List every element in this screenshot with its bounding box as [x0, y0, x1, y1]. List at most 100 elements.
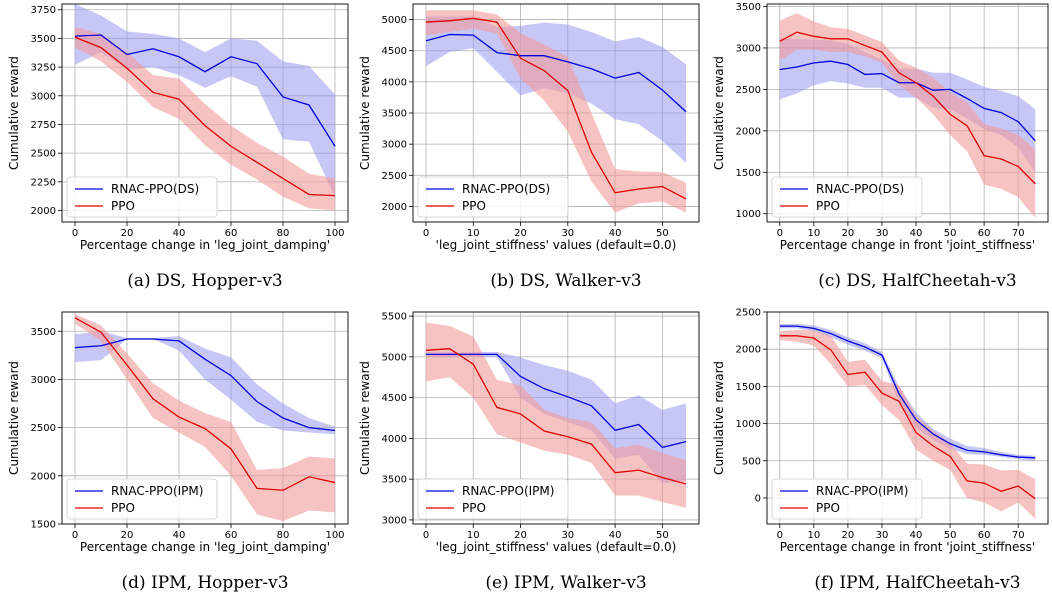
y-axis-label: Cumulative reward [7, 56, 21, 170]
x-tick-label: 20 [842, 228, 855, 239]
y-tick-label: 3500 [736, 2, 761, 13]
legend-box [66, 176, 218, 218]
series-line-rnac [74, 34, 336, 147]
y-tick-label: 2000 [31, 471, 56, 482]
y-axis-label: Cumulative reward [712, 56, 726, 170]
x-tick-label: 30 [561, 228, 574, 239]
x-tick-label: 30 [876, 530, 889, 541]
x-tick-label: 60 [225, 228, 238, 239]
x-tick-label: 30 [561, 530, 574, 541]
x-tick-label: 20 [514, 228, 527, 239]
y-tick-label: 4500 [382, 46, 407, 57]
x-axis-label: 'leg_joint_stiffness' values (default=0.… [436, 238, 677, 252]
x-tick-label: 20 [842, 530, 855, 541]
series-line-rnac [779, 60, 1036, 142]
series-line-ppo [74, 36, 336, 197]
y-tick-label: 1000 [736, 419, 761, 430]
confidence-band-ppo [779, 329, 1036, 519]
legend-box [771, 478, 923, 520]
x-tick-label: 50 [656, 530, 669, 541]
panel-caption: (f) IPM, HalfCheetah-v3 [814, 573, 1020, 593]
y-tick-label: 1500 [736, 168, 761, 179]
subplot-a: 0 20 40 60 80 100 2000 2250 2500 2750 3000 3250 3500… [7, 3, 349, 291]
series-line-rnac [425, 33, 687, 113]
legend-label: PPO [111, 501, 135, 515]
y-tick-label: 3500 [382, 109, 407, 120]
y-tick-label: 3000 [31, 375, 56, 386]
legend-label: PPO [816, 501, 840, 515]
plot-frame [61, 311, 349, 525]
y-tick-label: 500 [742, 456, 761, 467]
legend-label: RNAC-PPO(DS) [462, 182, 550, 196]
x-tick-label: 40 [173, 530, 186, 541]
x-tick-label: 40 [910, 530, 923, 541]
x-tick-label: 70 [1012, 530, 1025, 541]
y-tick-label: 3000 [382, 140, 407, 151]
subplot-e: 0 10 20 30 40 50 3000 3500 4000 4500 5000 5500 'leg_… [358, 311, 700, 593]
panel-caption: (a) DS, Hopper-v3 [127, 271, 282, 291]
legend-box [417, 176, 569, 218]
x-tick-label: 0 [777, 530, 783, 541]
x-tick-label: 60 [978, 228, 991, 239]
x-tick-label: 0 [72, 530, 78, 541]
x-tick-label: 50 [944, 228, 957, 239]
panel-caption: (e) IPM, Walker-v3 [485, 573, 646, 593]
x-tick-label: 10 [467, 530, 480, 541]
plot-frame [766, 3, 1049, 223]
legend-label: RNAC-PPO(IPM) [111, 484, 203, 498]
legend-box [417, 478, 569, 520]
x-axis-label: Percentage change in 'leg_joint_damping' [80, 238, 330, 252]
legend-label: RNAC-PPO(DS) [816, 182, 904, 196]
panel-caption: (d) IPM, Hopper-v3 [121, 573, 288, 593]
y-tick-label: 5000 [382, 15, 407, 26]
legend-label: PPO [462, 199, 486, 213]
y-axis-label: Cumulative reward [358, 56, 372, 170]
legend-box [66, 478, 218, 520]
plot-frame [61, 3, 349, 223]
x-tick-label: 0 [423, 228, 429, 239]
x-axis-label: 'leg_joint_stiffness' values (default=0.… [436, 540, 677, 554]
y-tick-label: 3000 [736, 43, 761, 54]
y-tick-label: 2250 [31, 177, 56, 188]
x-tick-label: 100 [325, 228, 344, 239]
y-axis-label: Cumulative reward [358, 361, 372, 475]
x-tick-label: 30 [876, 228, 889, 239]
y-tick-label: 4500 [382, 393, 407, 404]
legend-label: RNAC-PPO(IPM) [462, 484, 554, 498]
subplot-c: 0 10 20 30 40 50 60 70 1000 1500 2000 2500 3000 3500 P… [712, 2, 1049, 291]
x-tick-label: 40 [609, 228, 622, 239]
y-tick-label: 4000 [382, 434, 407, 445]
subplot-f: 0 10 20 30 40 50 60 70 0 500 1000 1500 2000 2500 Perce… [712, 308, 1049, 593]
y-tick-label: 5000 [382, 352, 407, 363]
x-tick-label: 0 [423, 530, 429, 541]
x-tick-label: 70 [1012, 228, 1025, 239]
legend-label: RNAC-PPO(IPM) [816, 484, 908, 498]
legend-label: PPO [816, 199, 840, 213]
confidence-band-rnac [779, 37, 1036, 173]
x-tick-label: 20 [514, 530, 527, 541]
y-tick-label: 1500 [31, 520, 56, 531]
y-tick-label: 0 [755, 493, 761, 504]
y-tick-label: 3000 [31, 91, 56, 102]
y-tick-label: 2000 [31, 206, 56, 217]
legend-label: PPO [462, 501, 486, 515]
confidence-band-ppo [426, 322, 686, 508]
x-tick-label: 80 [277, 530, 290, 541]
x-tick-label: 40 [910, 228, 923, 239]
y-tick-label: 2500 [31, 423, 56, 434]
series-line-rnac [779, 325, 1036, 459]
x-axis-label: Percentage change in 'leg_joint_damping' [80, 540, 330, 554]
y-tick-label: 2750 [31, 120, 56, 131]
x-axis-label: Percentage change in front 'joint_stiffn… [780, 238, 1035, 252]
legend-label: PPO [111, 199, 135, 213]
y-tick-label: 3500 [382, 475, 407, 486]
x-tick-label: 20 [121, 228, 134, 239]
y-tick-label: 2500 [382, 171, 407, 182]
y-tick-label: 2500 [31, 149, 56, 160]
plot-frame [766, 311, 1049, 525]
y-tick-label: 1000 [736, 209, 761, 220]
subplot-b: 0 10 20 30 40 50 2000 2500 3000 3500 4000 4500 5000 '… [358, 3, 700, 291]
series-line-ppo [74, 317, 336, 491]
y-tick-label: 3500 [31, 34, 56, 45]
